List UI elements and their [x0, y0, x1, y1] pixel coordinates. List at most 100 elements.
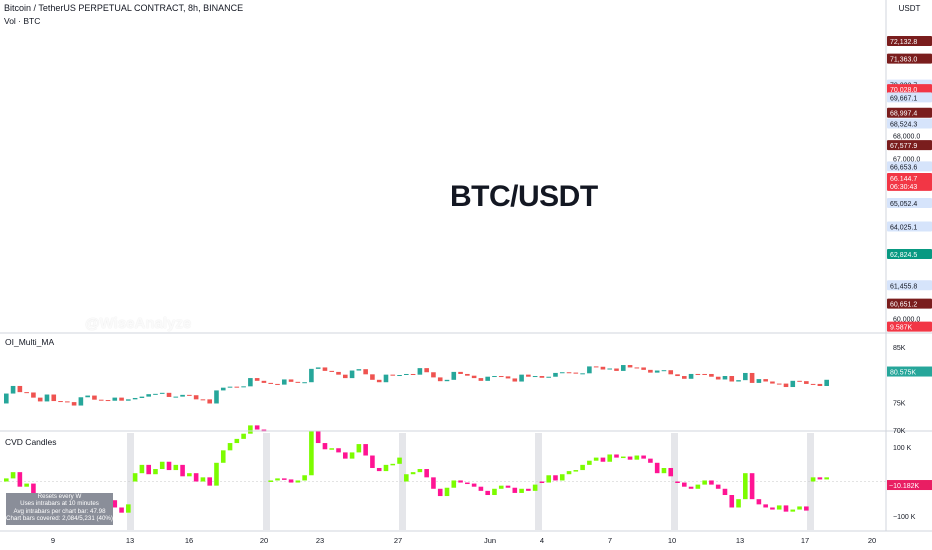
oi-candle [17, 385, 23, 393]
oi-candle [770, 381, 775, 384]
price-badge-label: 69,667.1 [890, 95, 917, 102]
cvd-candle [478, 486, 484, 491]
oi-candle [200, 399, 206, 401]
price-badge [887, 321, 932, 332]
cvd-candle [220, 450, 226, 463]
time-tick-label: 20 [260, 536, 268, 545]
cvd-value-label: −10.182K [889, 483, 919, 490]
cvd-candle [648, 458, 653, 463]
price-badge [887, 84, 932, 95]
volume-indicator-label[interactable]: Vol · BTC [4, 16, 41, 26]
oi-candle [512, 378, 518, 382]
cvd-candle [410, 472, 416, 475]
cvd-candle [254, 425, 260, 430]
cvd-candle [424, 469, 429, 478]
price-badge-label: 71,363.0 [890, 57, 917, 64]
currency-label[interactable]: USDT [898, 4, 921, 13]
cvd-candle [166, 461, 172, 471]
oi-candle [159, 392, 165, 394]
time-tick-label: 9 [51, 536, 55, 545]
oi-candle [593, 366, 599, 368]
cvd-candle [451, 480, 457, 488]
cvd-candle [695, 484, 701, 489]
price-badge-label: 70,028.0 [890, 87, 917, 94]
oi-candle [546, 376, 551, 378]
oi-candle [356, 369, 362, 371]
price-badge [887, 107, 932, 118]
cvd-candle [824, 477, 829, 480]
oi-value-label: 80.575K [890, 370, 916, 377]
cvd-value-badge [887, 480, 932, 491]
cvd-candle [614, 454, 619, 458]
cvd-candle [465, 482, 470, 485]
cvd-candle [810, 477, 816, 482]
cvd-candle [641, 455, 646, 459]
time-tick-label: 17 [801, 536, 809, 545]
symbol-title[interactable]: Bitcoin / TetherUS PERPETUAL CONTRACT, 8… [4, 3, 244, 13]
cvd-candle [363, 444, 368, 456]
oi-candle [37, 397, 43, 402]
price-badge-label: 66,144.7 [890, 176, 917, 183]
oi-candle [363, 369, 368, 375]
cvd-candle [492, 488, 497, 496]
oi-candle [526, 374, 531, 377]
cvd-tick-label: −100 K [893, 514, 916, 521]
cvd-candle [187, 473, 192, 477]
time-tick-label: 23 [316, 536, 324, 545]
cvd-info-box: Resets every W Uses intrabars at 10 minu… [6, 493, 113, 525]
oi-tick-label: 85K [893, 345, 906, 352]
cvd-candle [193, 473, 199, 482]
oi-candle [281, 379, 287, 385]
cvd-candle [214, 462, 219, 486]
cvd-pane-label[interactable]: CVD Candles [5, 437, 57, 447]
cvd-candle [288, 479, 294, 483]
oi-candle [668, 370, 674, 375]
cvd-candle [702, 480, 707, 485]
cvd-candle [329, 448, 335, 450]
cvd-candle [682, 482, 687, 487]
time-tick-label: 16 [185, 536, 193, 545]
oi-candle [404, 373, 409, 376]
cvd-candle [370, 455, 375, 468]
cvd-candle [180, 464, 185, 477]
oi-candle [261, 380, 267, 383]
oi-candle [329, 370, 335, 372]
cvd-candle [580, 464, 585, 471]
oi-candle [51, 394, 57, 402]
time-tick-label: 13 [126, 536, 134, 545]
cvd-candle [349, 452, 355, 459]
oi-candle [451, 371, 457, 380]
cvd-candle [112, 500, 118, 508]
oi-pane-label[interactable]: OI_Multi_MA [5, 337, 55, 347]
price-badge [887, 197, 932, 208]
oi-candle [44, 394, 50, 402]
oi-candle [248, 378, 253, 387]
cvd-candle [573, 470, 579, 472]
oi-candle [661, 370, 667, 372]
oi-candle [539, 376, 545, 378]
cvd-candle [620, 456, 626, 459]
cvd-candle [817, 477, 823, 480]
oi-candle [315, 367, 321, 369]
oi-candle [187, 394, 192, 396]
cvd-reset-band [399, 433, 406, 530]
oi-candle [383, 374, 389, 383]
oi-candle [322, 367, 328, 371]
cvd-candle [627, 456, 633, 460]
oi-candle [417, 368, 423, 375]
time-tick-label: 4 [540, 536, 544, 545]
oi-candle [620, 365, 626, 371]
cvd-candle [756, 499, 762, 505]
cvd-candle [607, 454, 613, 462]
cvd-candle [322, 443, 328, 450]
cvd-candle [31, 483, 36, 496]
price-badge [887, 161, 932, 172]
cvd-candle [119, 507, 124, 513]
oi-candle [4, 393, 9, 404]
oi-candle [688, 373, 694, 379]
oi-candle [444, 379, 450, 382]
cvd-candle [526, 488, 531, 491]
oi-candle [709, 373, 714, 377]
oi-candle [424, 368, 429, 373]
